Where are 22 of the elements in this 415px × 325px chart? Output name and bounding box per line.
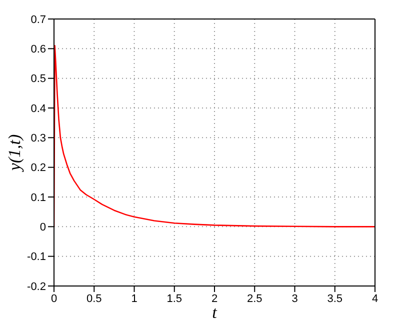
x-tick-label: 1.5 — [166, 292, 182, 305]
x-tick-label: 0.5 — [86, 292, 102, 305]
y-tick-label: 0.4 — [30, 102, 46, 115]
x-tick-label: 2 — [211, 292, 218, 305]
line-series — [54, 45, 375, 228]
x-tick-label: 1 — [131, 292, 138, 305]
y-tick-label: 0.6 — [30, 44, 46, 56]
x-tick-label: 3.5 — [327, 292, 343, 305]
x-tick-label: 0 — [50, 292, 58, 305]
y-tick-label: 0.7 — [30, 14, 46, 26]
y-tick-label: -0.1 — [27, 251, 46, 264]
y-tick-label: 0.3 — [30, 132, 46, 145]
y-tick-label: 0.1 — [30, 192, 46, 204]
y-tick-label: -0.2 — [27, 280, 46, 293]
x-tick-label: 3 — [292, 292, 298, 305]
x-tick-label: 2.5 — [246, 292, 262, 305]
x-axis-title: t — [212, 303, 218, 322]
y-tick-label: 0 — [40, 222, 46, 234]
y-tick-label: 0.5 — [30, 73, 46, 86]
y-tick-label: 0.2 — [30, 162, 46, 174]
y-axis-title: y(1,t) — [5, 134, 24, 173]
x-tick-label: 4 — [372, 292, 378, 305]
